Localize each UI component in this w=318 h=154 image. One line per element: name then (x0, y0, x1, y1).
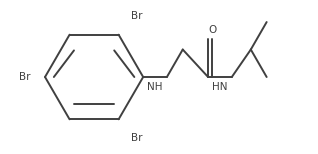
Text: Br: Br (131, 11, 143, 21)
Text: NH: NH (147, 82, 163, 92)
Text: Br: Br (131, 133, 143, 143)
Text: HN: HN (212, 82, 228, 92)
Text: Br: Br (19, 72, 31, 82)
Text: O: O (209, 25, 217, 35)
